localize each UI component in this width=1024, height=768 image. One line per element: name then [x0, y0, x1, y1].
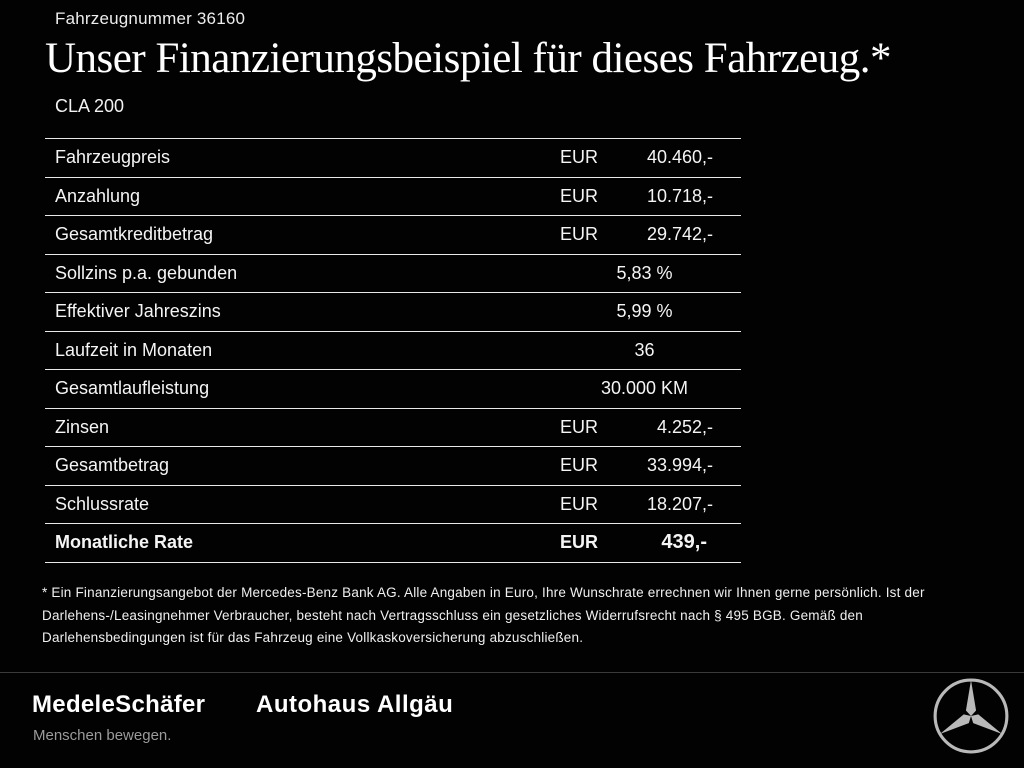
row-currency: EUR	[560, 224, 599, 245]
table-row: Gesamtlaufleistung 30.000 KM	[45, 370, 741, 409]
row-currency: EUR	[560, 493, 599, 514]
row-label: Monatliche Rate	[55, 532, 194, 553]
table-row: Gesamtkreditbetrag EUR 29.742,-	[45, 216, 741, 255]
table-row: Fahrzeugpreis EUR 40.460,-	[45, 139, 741, 178]
row-value: 36	[634, 339, 655, 360]
row-label: Gesamtbetrag	[55, 455, 170, 476]
table-row: Gesamtbetrag EUR 33.994,-	[45, 447, 741, 486]
row-value: 30.000 KM	[600, 378, 689, 399]
table-row: Zinsen EUR 4.252,-	[45, 409, 741, 447]
row-label: Zinsen	[55, 416, 110, 437]
row-label: Laufzeit in Monaten	[55, 339, 213, 360]
row-value: 33.994,-	[646, 455, 713, 476]
dealer-tagline: Menschen bewegen.	[33, 727, 172, 744]
row-currency: EUR	[560, 416, 599, 437]
row-value: 5,99 %	[616, 301, 673, 322]
footer-bar: MedeleSchäfer Menschen bewegen. Autohaus…	[0, 672, 1024, 768]
row-label: Sollzins p.a. gebunden	[55, 262, 238, 283]
row-value: 10.718,-	[646, 185, 713, 206]
row-currency: EUR	[560, 147, 599, 168]
row-value: 40.460,-	[646, 147, 713, 168]
legal-footnote: * Ein Finanzierungsangebot der Mercedes-…	[42, 585, 925, 646]
table-row: Laufzeit in Monaten 36	[45, 332, 741, 370]
mercedes-star-icon	[933, 678, 1009, 754]
row-value: 4.252,-	[656, 416, 713, 437]
row-currency: EUR	[560, 455, 599, 476]
row-label: Fahrzeugpreis	[55, 147, 171, 168]
row-label: Effektiver Jahreszins	[55, 301, 221, 322]
row-label: Schlussrate	[55, 493, 150, 514]
row-currency: EUR	[560, 185, 599, 206]
row-label: Anzahlung	[55, 185, 141, 206]
row-value: 29.742,-	[646, 224, 713, 245]
row-value: 5,83 %	[616, 262, 673, 283]
dealer-logo-autohaus-allgaeu: Autohaus Allgäu	[256, 691, 454, 718]
financing-table: Fahrzeugpreis EUR 40.460,- Anzahlung EUR 1…	[45, 138, 741, 563]
vehicle-number: Fahrzeugnummer 36160	[55, 9, 246, 28]
row-label: Gesamtlaufleistung	[55, 378, 210, 399]
row-currency: EUR	[560, 532, 599, 553]
dealer-logo-medele-schaefer: MedeleSchäfer	[32, 691, 206, 718]
row-value: 439,-	[661, 531, 707, 554]
table-row: Schlussrate EUR 18.207,-	[45, 486, 741, 524]
table-row: Anzahlung EUR 10.718,-	[45, 178, 741, 216]
row-label: Gesamtkreditbetrag	[55, 224, 214, 245]
vehicle-model: CLA 200	[55, 96, 125, 116]
row-value: 18.207,-	[646, 493, 713, 514]
table-row: Sollzins p.a. gebunden 5,83 %	[45, 255, 741, 293]
page-title: Unser Finanzierungsbeispiel für dieses F…	[45, 35, 892, 82]
table-row-monthly-rate: Monatliche Rate EUR 439,-	[45, 524, 741, 563]
table-row: Effektiver Jahreszins 5,99 %	[45, 293, 741, 332]
